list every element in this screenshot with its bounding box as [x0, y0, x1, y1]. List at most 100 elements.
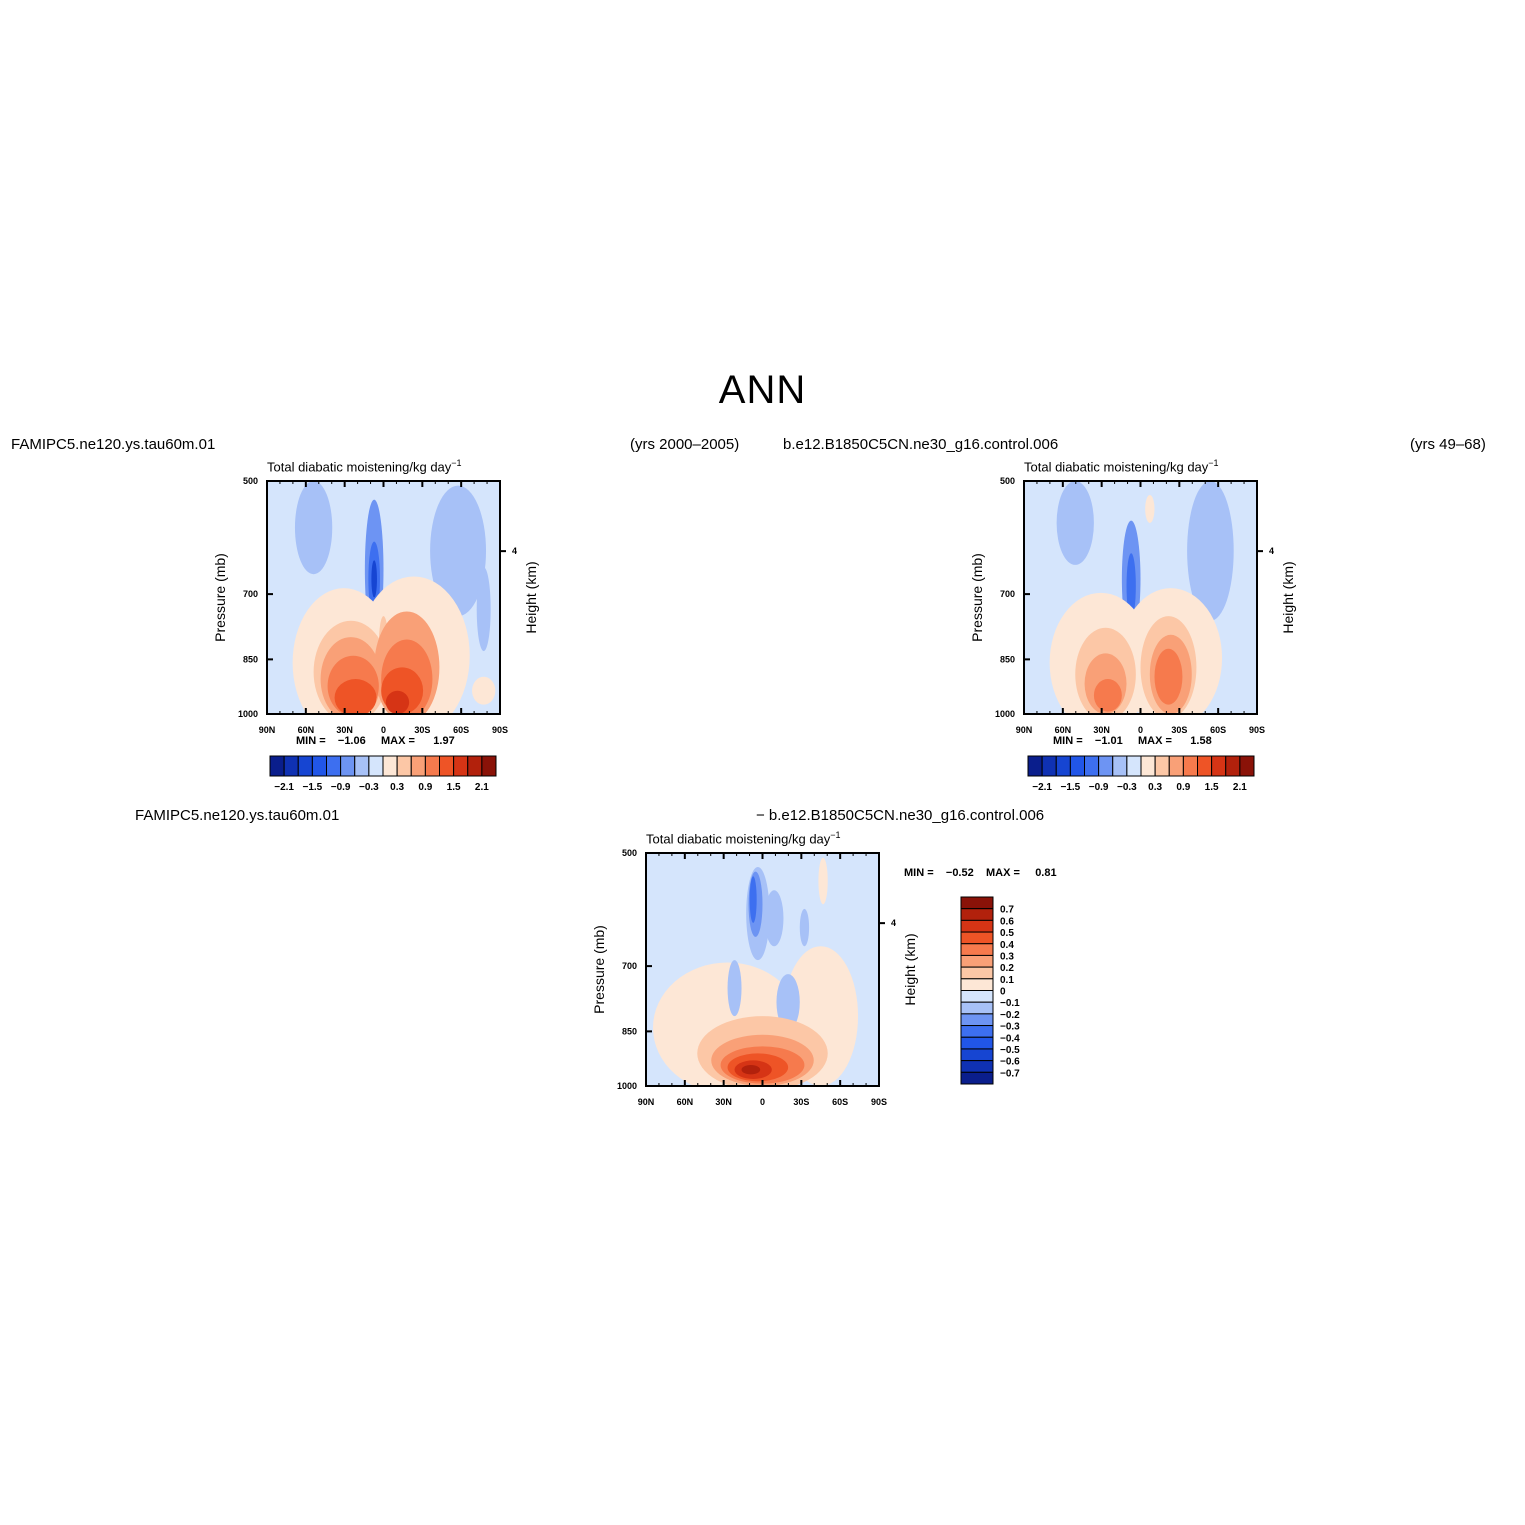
- x-tick-label: 30N: [1093, 725, 1110, 735]
- panel3-minmax: MIN = −0.52 MAX = 0.81: [904, 867, 1057, 879]
- contour-region: [1126, 553, 1136, 619]
- x-tick-label: 90N: [1016, 725, 1033, 735]
- colorbar-swatch: [1182, 755, 1198, 777]
- x-tick-label: 60N: [677, 1097, 694, 1107]
- colorbar-label: −1.5: [303, 782, 323, 793]
- colorbar-swatch: [960, 908, 994, 921]
- min-label: MIN =: [904, 867, 934, 879]
- contour-region: [472, 676, 496, 705]
- x-tick-label: 90S: [871, 1097, 887, 1107]
- colorbar-swatch: [1041, 755, 1057, 777]
- colorbar-swatch: [481, 755, 497, 777]
- colorbar-swatch: [1140, 755, 1156, 777]
- panel1-chart: 90N 60N 30N 0 30S 60S 90S 500 700 850 1000 4 Pressur…: [212, 476, 539, 793]
- min-value: −0.52: [945, 867, 974, 879]
- colorbar-swatch: [960, 1036, 994, 1050]
- x-tick-label: 60N: [298, 725, 315, 735]
- y-tick-label: 500: [243, 476, 258, 486]
- colorbar-swatch: [424, 755, 440, 777]
- colorbar-label: 0.9: [418, 782, 432, 793]
- colorbar-swatch: [1154, 755, 1170, 777]
- colorbar-swatch: [311, 755, 327, 777]
- colorbar-label: −0.3: [1117, 782, 1137, 793]
- panel2-years-label: (yrs 49–68): [1410, 436, 1486, 453]
- colorbar-swatch: [960, 919, 994, 933]
- colorbar-swatch: [1211, 755, 1227, 777]
- colorbar-swatch: [269, 755, 285, 777]
- colorbar-label: 2.1: [475, 782, 489, 793]
- colorbar-swatch: [960, 990, 994, 1003]
- x-tick-label: 60S: [453, 725, 469, 735]
- x-tick-label: 30N: [715, 1097, 732, 1107]
- contour-region: [1056, 481, 1094, 565]
- panel2-chart: 90N 60N 30N 0 30S 60S 90S 500 700 850 1000 4 Pressur…: [969, 476, 1296, 793]
- panel2-minmax: MIN = −1.01 MAX = 1.58: [1053, 735, 1212, 747]
- y-right-tick-label: 4: [891, 918, 896, 928]
- colorbar-swatch: [1112, 755, 1128, 777]
- colorbar-label: −1.5: [1061, 782, 1081, 793]
- max-label: MAX =: [381, 735, 415, 747]
- panel3-chart: 90N 60N 30N 0 30S 60S 90S 500 700 850 1000 4 Pressur…: [591, 848, 1020, 1107]
- y-axis-title: Pressure (mb): [969, 553, 985, 642]
- colorbar-label: −2.1: [274, 782, 294, 793]
- colorbar-label: 1.5: [1205, 782, 1219, 793]
- colorbar-label: 0.6: [1000, 916, 1014, 927]
- colorbar-swatch: [283, 755, 299, 777]
- colorbar-label: 0.3: [1148, 782, 1162, 793]
- colorbar-swatch: [960, 896, 994, 910]
- colorbar-swatch: [960, 1013, 994, 1027]
- x-tick-label: 90S: [1249, 725, 1265, 735]
- colorbar-label: −0.1: [1000, 998, 1020, 1009]
- contour-region: [334, 679, 377, 714]
- colorbar-label: 0.2: [1000, 963, 1014, 974]
- y-right-tick-label: 4: [1269, 546, 1274, 556]
- colorbar-swatch: [396, 755, 412, 777]
- colorbar-label: 0.1: [1000, 975, 1014, 986]
- y-right-tick-label: 4: [512, 546, 517, 556]
- colorbar-swatch: [410, 755, 426, 777]
- colorbar-swatch: [960, 966, 994, 980]
- x-tick-label: 0: [381, 725, 386, 735]
- colorbar-swatch: [1239, 755, 1255, 777]
- colorbar-swatch: [1055, 755, 1071, 777]
- colorbar-label: −0.7: [1000, 1068, 1020, 1079]
- panel1-years-label: (yrs 2000–2005): [630, 436, 740, 453]
- min-label: MIN =: [296, 735, 326, 747]
- panel2-title: Total diabatic moistening/kg day−1: [1024, 458, 1219, 475]
- colorbar-label: 0.3: [1000, 951, 1014, 962]
- colorbar-label: −0.9: [331, 782, 351, 793]
- colorbar-swatch: [1197, 755, 1213, 777]
- panel3-title: Total diabatic moistening/kg day−1: [646, 830, 841, 847]
- x-tick-label: 90N: [638, 1097, 655, 1107]
- panel1-case-label: FAMIPC5.ne120.ys.tau60m.01: [11, 436, 216, 453]
- max-label: MAX =: [985, 867, 1020, 879]
- y-right-axis-title: Height (km): [523, 561, 539, 633]
- contour-field: [1049, 481, 1234, 714]
- colorbar-label: −0.6: [1000, 1057, 1020, 1068]
- y-tick-label: 700: [243, 589, 258, 599]
- colorbar-swatch: [1225, 755, 1241, 777]
- contour-region: [294, 481, 333, 575]
- contour-region: [764, 890, 784, 947]
- contour-region: [1154, 648, 1183, 705]
- contour-field: [653, 857, 859, 1086]
- colorbar-label: −2.1: [1032, 782, 1052, 793]
- y-tick-label: 500: [1000, 476, 1015, 486]
- colorbar-label: 0.9: [1176, 782, 1190, 793]
- colorbar-swatch: [453, 755, 469, 777]
- colorbar-swatch: [382, 755, 398, 777]
- y-axis-title: Pressure (mb): [212, 553, 228, 642]
- colorbar-swatch: [1098, 755, 1114, 777]
- colorbar-swatch: [368, 755, 384, 777]
- colorbar-label: 0.4: [1000, 940, 1014, 951]
- colorbar-swatch: [960, 1025, 994, 1038]
- colorbar-swatch: [326, 755, 342, 777]
- x-tick-label: 30S: [414, 725, 430, 735]
- colorbar: −2.1 −1.5 −0.9 −0.3 0.3 0.9 1.5 2.1: [1027, 755, 1255, 793]
- max-value: 1.97: [433, 735, 455, 747]
- y-tick-label: 850: [622, 1026, 637, 1036]
- colorbar-swatch: [960, 1060, 994, 1073]
- y-right-axis-title: Height (km): [1280, 561, 1296, 633]
- y-right-axis-title: Height (km): [902, 933, 918, 1005]
